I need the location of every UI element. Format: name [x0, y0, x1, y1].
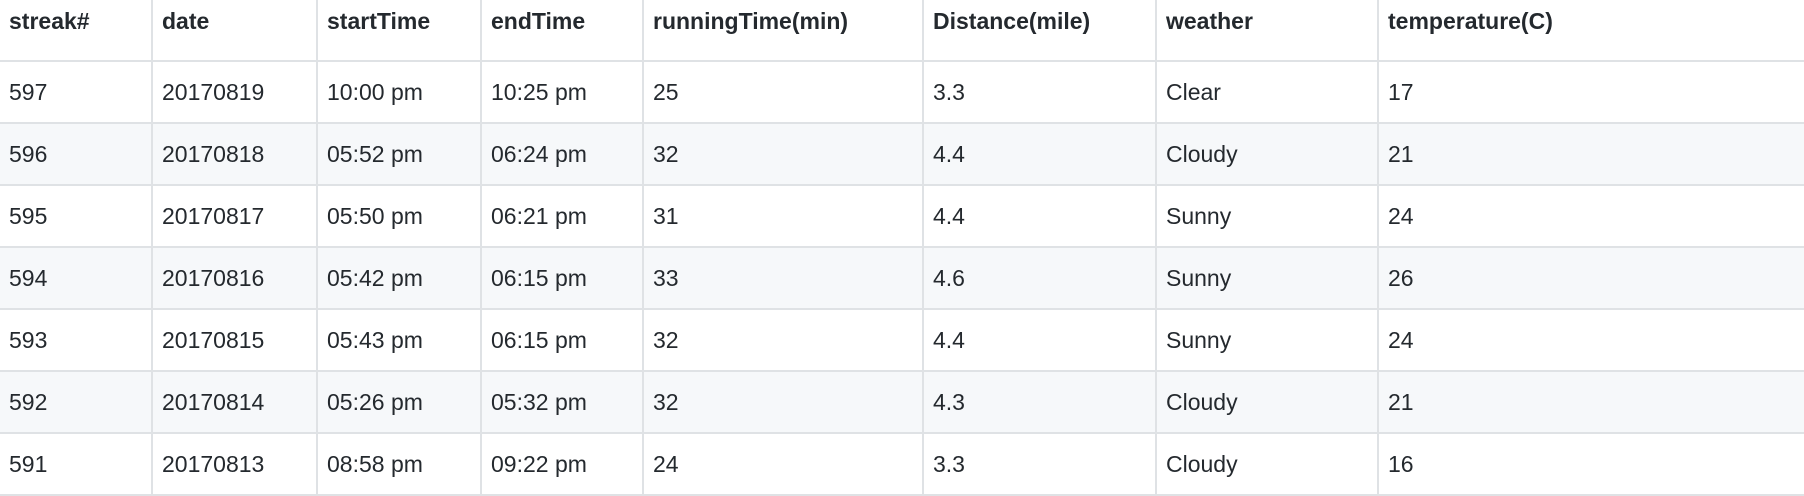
column-header-start-time: startTime: [316, 0, 482, 62]
cell-end-time: 06:21 pm: [480, 184, 644, 248]
cell-date: 20170813: [151, 432, 318, 496]
cell-end-time: 05:32 pm: [480, 370, 644, 434]
cell-date: 20170819: [151, 60, 318, 124]
cell-distance: 4.6: [922, 246, 1157, 310]
column-header-distance: Distance(mile): [922, 0, 1157, 62]
cell-end-time: 06:15 pm: [480, 246, 644, 310]
cell-end-time: 06:15 pm: [480, 308, 644, 372]
cell-running-time: 33: [642, 246, 924, 310]
table-row: 596 20170818 05:52 pm 06:24 pm 32 4.4 Cl…: [0, 122, 1804, 186]
cell-weather: Sunny: [1155, 184, 1379, 248]
cell-running-time: 25: [642, 60, 924, 124]
cell-distance: 4.4: [922, 184, 1157, 248]
column-header-end-time: endTime: [480, 0, 644, 62]
cell-distance: 3.3: [922, 60, 1157, 124]
cell-distance: 4.3: [922, 370, 1157, 434]
cell-end-time: 09:22 pm: [480, 432, 644, 496]
cell-weather: Cloudy: [1155, 370, 1379, 434]
table-row: 592 20170814 05:26 pm 05:32 pm 32 4.3 Cl…: [0, 370, 1804, 434]
cell-weather: Sunny: [1155, 246, 1379, 310]
cell-distance: 3.3: [922, 432, 1157, 496]
column-header-temperature: temperature(C): [1377, 0, 1804, 62]
table-header: streak# date startTime endTime runningTi…: [0, 0, 1804, 62]
cell-temperature: 16: [1377, 432, 1804, 496]
cell-temperature: 24: [1377, 308, 1804, 372]
cell-date: 20170814: [151, 370, 318, 434]
cell-streak: 594: [0, 246, 153, 310]
cell-start-time: 08:58 pm: [316, 432, 482, 496]
cell-end-time: 10:25 pm: [480, 60, 644, 124]
table-row: 593 20170815 05:43 pm 06:15 pm 32 4.4 Su…: [0, 308, 1804, 372]
cell-temperature: 26: [1377, 246, 1804, 310]
cell-running-time: 24: [642, 432, 924, 496]
cell-date: 20170815: [151, 308, 318, 372]
cell-running-time: 31: [642, 184, 924, 248]
cell-streak: 593: [0, 308, 153, 372]
cell-weather: Sunny: [1155, 308, 1379, 372]
table-row: 594 20170816 05:42 pm 06:15 pm 33 4.6 Su…: [0, 246, 1804, 310]
cell-start-time: 05:50 pm: [316, 184, 482, 248]
column-header-weather: weather: [1155, 0, 1379, 62]
cell-start-time: 10:00 pm: [316, 60, 482, 124]
column-header-running-time: runningTime(min): [642, 0, 924, 62]
cell-date: 20170816: [151, 246, 318, 310]
cell-running-time: 32: [642, 122, 924, 186]
cell-start-time: 05:52 pm: [316, 122, 482, 186]
cell-distance: 4.4: [922, 122, 1157, 186]
cell-start-time: 05:26 pm: [316, 370, 482, 434]
cell-distance: 4.4: [922, 308, 1157, 372]
cell-start-time: 05:43 pm: [316, 308, 482, 372]
table-body: 597 20170819 10:00 pm 10:25 pm 25 3.3 Cl…: [0, 60, 1804, 496]
cell-streak: 592: [0, 370, 153, 434]
cell-running-time: 32: [642, 370, 924, 434]
cell-weather: Cloudy: [1155, 122, 1379, 186]
cell-end-time: 06:24 pm: [480, 122, 644, 186]
cell-temperature: 21: [1377, 122, 1804, 186]
header-row: streak# date startTime endTime runningTi…: [0, 0, 1804, 62]
cell-start-time: 05:42 pm: [316, 246, 482, 310]
cell-temperature: 24: [1377, 184, 1804, 248]
table-row: 597 20170819 10:00 pm 10:25 pm 25 3.3 Cl…: [0, 60, 1804, 124]
column-header-streak: streak#: [0, 0, 153, 62]
column-header-date: date: [151, 0, 318, 62]
cell-date: 20170817: [151, 184, 318, 248]
table-row: 591 20170813 08:58 pm 09:22 pm 24 3.3 Cl…: [0, 432, 1804, 496]
cell-temperature: 21: [1377, 370, 1804, 434]
cell-date: 20170818: [151, 122, 318, 186]
cell-temperature: 17: [1377, 60, 1804, 124]
cell-weather: Clear: [1155, 60, 1379, 124]
cell-streak: 595: [0, 184, 153, 248]
cell-weather: Cloudy: [1155, 432, 1379, 496]
cell-streak: 591: [0, 432, 153, 496]
cell-running-time: 32: [642, 308, 924, 372]
table-row: 595 20170817 05:50 pm 06:21 pm 31 4.4 Su…: [0, 184, 1804, 248]
cell-streak: 596: [0, 122, 153, 186]
cell-streak: 597: [0, 60, 153, 124]
